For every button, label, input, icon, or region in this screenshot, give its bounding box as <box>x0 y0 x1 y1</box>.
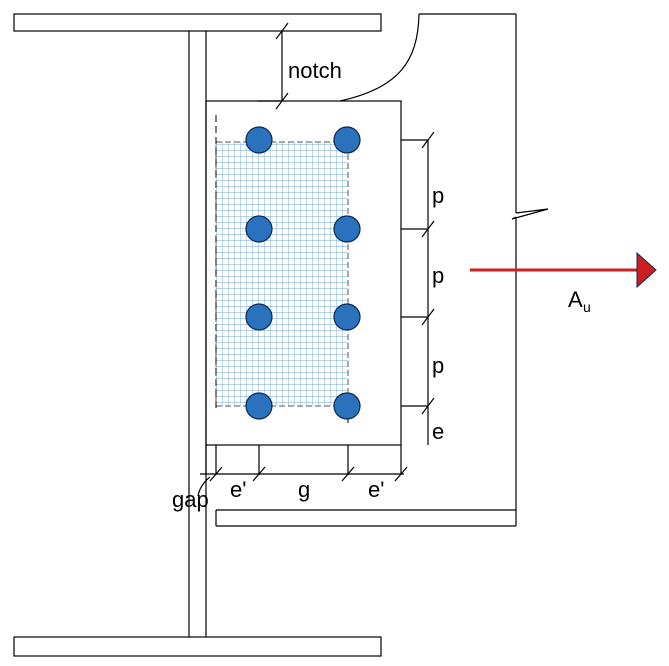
axial-force-label: A <box>568 287 583 312</box>
pitch-label: p <box>432 353 444 378</box>
bolt <box>333 303 361 331</box>
gap-leader <box>197 476 211 497</box>
notch-label: notch <box>288 58 342 83</box>
bolt-group <box>245 126 361 420</box>
block-shear-area <box>215 141 349 407</box>
horizontal-dimensions <box>197 445 408 497</box>
notch-dimension <box>258 22 289 110</box>
bolt <box>245 215 273 243</box>
axial-force-subscript: u <box>583 299 591 315</box>
beam-cope-curve <box>339 13 420 102</box>
break-line <box>511 208 549 220</box>
vertical-dimensions <box>401 131 435 445</box>
pitch-label: p <box>432 263 444 288</box>
pitch-label: p <box>432 183 444 208</box>
bolt <box>333 392 361 420</box>
top-flange <box>13 13 382 32</box>
bottom-flange <box>13 636 382 657</box>
edge-prime-label: e' <box>230 477 246 502</box>
bolt <box>245 126 273 154</box>
axial-force-arrow <box>470 251 657 289</box>
connection-plate <box>205 100 402 446</box>
bolt <box>245 303 273 331</box>
bolt <box>333 215 361 243</box>
gauge-label: g <box>298 477 310 502</box>
bolt <box>245 392 273 420</box>
bolt <box>333 126 361 154</box>
edge-label: e <box>432 419 444 444</box>
edge-prime-label: e' <box>368 477 384 502</box>
gap-label: gap <box>172 487 209 512</box>
